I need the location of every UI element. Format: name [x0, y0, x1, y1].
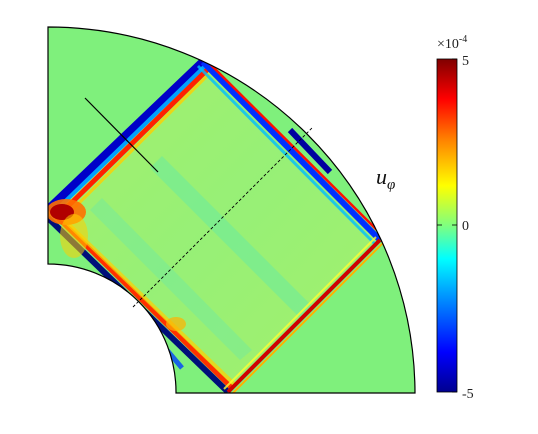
- colorbar-gradient: [436, 58, 458, 393]
- annulus-outline: [47, 26, 416, 394]
- field-label: uφ: [376, 164, 395, 193]
- colorbar-min-label: -5: [462, 387, 474, 402]
- section-line-solid: [84, 97, 159, 173]
- beam-lower-right: [223, 236, 384, 393]
- section-line-dashed: [132, 127, 313, 308]
- colorbar-mid-label: 0: [462, 219, 469, 234]
- colorbar: ×10-4 5 0 -5: [436, 34, 474, 402]
- wall-hotspot: [48, 199, 88, 258]
- beam-upper-left: [48, 58, 211, 224]
- annulus-field: [48, 27, 415, 393]
- colorbar-exponent: ×10-4: [437, 34, 467, 52]
- beam-upper-right: [196, 59, 384, 246]
- colorbar-max-label: 5: [462, 54, 469, 69]
